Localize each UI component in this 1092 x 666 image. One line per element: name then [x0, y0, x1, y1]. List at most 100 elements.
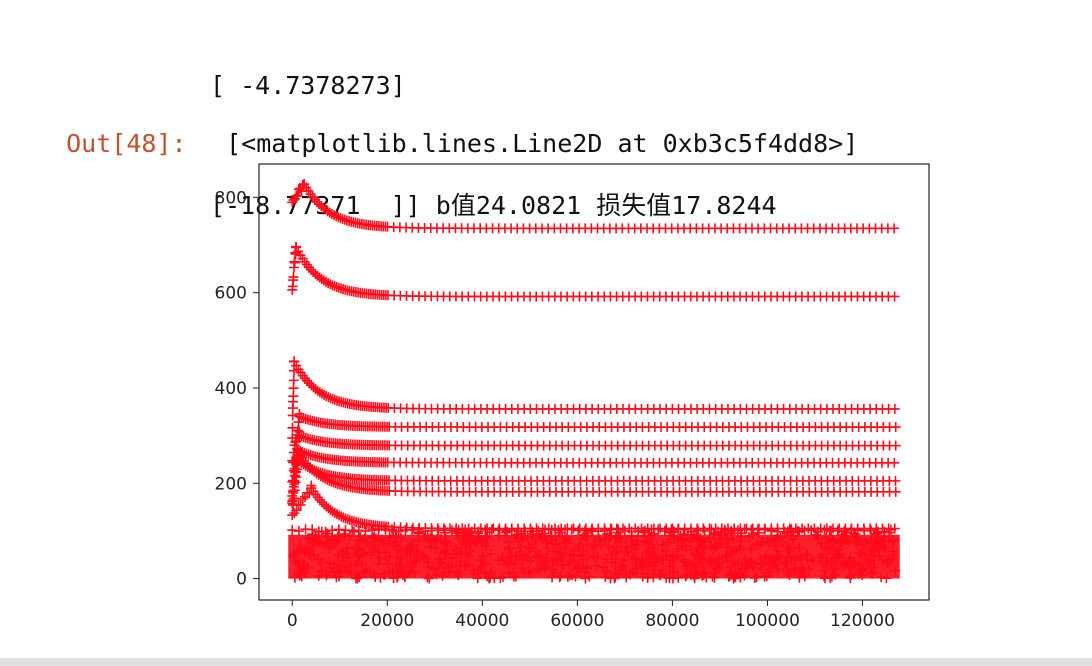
data-point — [889, 457, 900, 468]
data-point — [327, 393, 338, 404]
data-point — [786, 524, 797, 535]
data-points — [287, 179, 901, 584]
data-point — [890, 475, 901, 486]
plot-frame — [258, 163, 930, 601]
data-point — [323, 278, 334, 289]
data-point — [317, 472, 328, 483]
data-point — [301, 375, 312, 386]
data-point — [295, 500, 306, 511]
cell-divider — [0, 658, 1092, 666]
data-point — [890, 440, 901, 451]
data-point — [325, 279, 336, 290]
stdout-output: [ -4.7378273] [-18.77371 ]] b值24.0821 损失… — [210, 0, 777, 266]
data-point — [288, 365, 299, 376]
data-point — [316, 388, 327, 399]
data-point — [324, 475, 335, 486]
data-point — [619, 525, 630, 536]
data-point — [314, 494, 325, 505]
stdout-line: [-18.77371 ]] b值24.0821 损失值17.8244 — [210, 191, 777, 220]
out-prompt: Out[48]: — [66, 129, 187, 158]
data-point — [699, 525, 710, 536]
data-point — [311, 196, 322, 207]
data-point — [325, 393, 336, 404]
data-point — [889, 223, 900, 234]
data-point — [866, 525, 877, 536]
x-tick-label: 100000 — [735, 611, 800, 631]
data-point — [287, 422, 298, 433]
stdout-line: [ -4.7378273] — [210, 71, 406, 100]
data-point — [292, 444, 303, 455]
data-point — [338, 512, 349, 523]
y-tick-label: 600 — [215, 284, 247, 304]
data-point — [320, 473, 331, 484]
data-point — [331, 211, 342, 222]
data-point — [324, 207, 335, 218]
data-point — [306, 264, 317, 275]
data-point — [320, 526, 331, 537]
x-tick-label: 80000 — [645, 611, 699, 631]
data-point — [335, 213, 346, 224]
data-point — [890, 486, 901, 497]
scatter-chart: 0 20000 40000 60000 80000 100000 120000 0 200 400… — [215, 163, 930, 631]
x-tick-label: 40000 — [455, 611, 509, 631]
data-point — [653, 524, 664, 535]
data-point — [291, 505, 302, 516]
data-point — [340, 513, 351, 524]
y-tick-label: 200 — [215, 474, 247, 494]
data-point — [303, 262, 314, 273]
data-point — [334, 510, 345, 521]
y-tick-label: 0 — [236, 570, 247, 590]
x-tick-label: 60000 — [550, 611, 604, 631]
data-point — [326, 476, 337, 487]
data-point — [287, 525, 298, 536]
data-point — [307, 524, 318, 535]
data-point — [706, 524, 717, 535]
x-tick-label: 120000 — [830, 611, 895, 631]
data-point — [329, 507, 340, 518]
data-point — [890, 422, 901, 433]
data-point — [327, 280, 338, 291]
data-point — [613, 524, 624, 535]
data-point — [319, 389, 330, 400]
data-point — [321, 391, 332, 402]
data-point — [288, 375, 299, 386]
chart-container: 0 20000 40000 60000 80000 100000 120000 0 200 400… — [180, 150, 960, 650]
data-point — [326, 208, 337, 219]
data-point — [889, 403, 900, 414]
data-point — [889, 291, 900, 302]
data-point — [533, 525, 544, 536]
data-point — [294, 430, 305, 441]
data-point — [322, 474, 333, 485]
data-point — [659, 526, 670, 537]
data-point — [327, 525, 338, 536]
data-point — [318, 275, 329, 286]
data-point — [288, 272, 299, 283]
data-point — [323, 392, 334, 403]
data-point — [297, 493, 308, 504]
data-point — [287, 510, 298, 521]
data-point — [329, 281, 340, 292]
data-point — [333, 212, 344, 223]
data-point — [294, 411, 305, 422]
data-point — [321, 276, 331, 287]
data-point — [336, 511, 347, 522]
y-tick-label: 800 — [215, 188, 247, 208]
data-point — [331, 509, 342, 520]
data-point — [289, 257, 300, 268]
data-point — [316, 497, 327, 508]
data-point — [300, 458, 311, 469]
data-point — [304, 488, 315, 499]
data-point — [329, 210, 340, 221]
output-cell: Out[48]: [<matplotlib.lines.Line2D at 0xb… — [36, 84, 858, 158]
y-tick-label: 400 — [215, 379, 247, 399]
dense-band-fill — [288, 534, 900, 579]
data-point — [315, 471, 326, 482]
data-point — [309, 194, 320, 205]
data-point — [302, 460, 313, 471]
data-point — [293, 526, 304, 537]
data-point — [889, 523, 900, 534]
x-tick-label: 20000 — [360, 611, 414, 631]
out-repr-text: [<matplotlib.lines.Line2D at 0xb3c5f4dd8… — [226, 129, 859, 158]
data-point — [566, 524, 577, 535]
x-tick-label: 0 — [287, 611, 298, 631]
